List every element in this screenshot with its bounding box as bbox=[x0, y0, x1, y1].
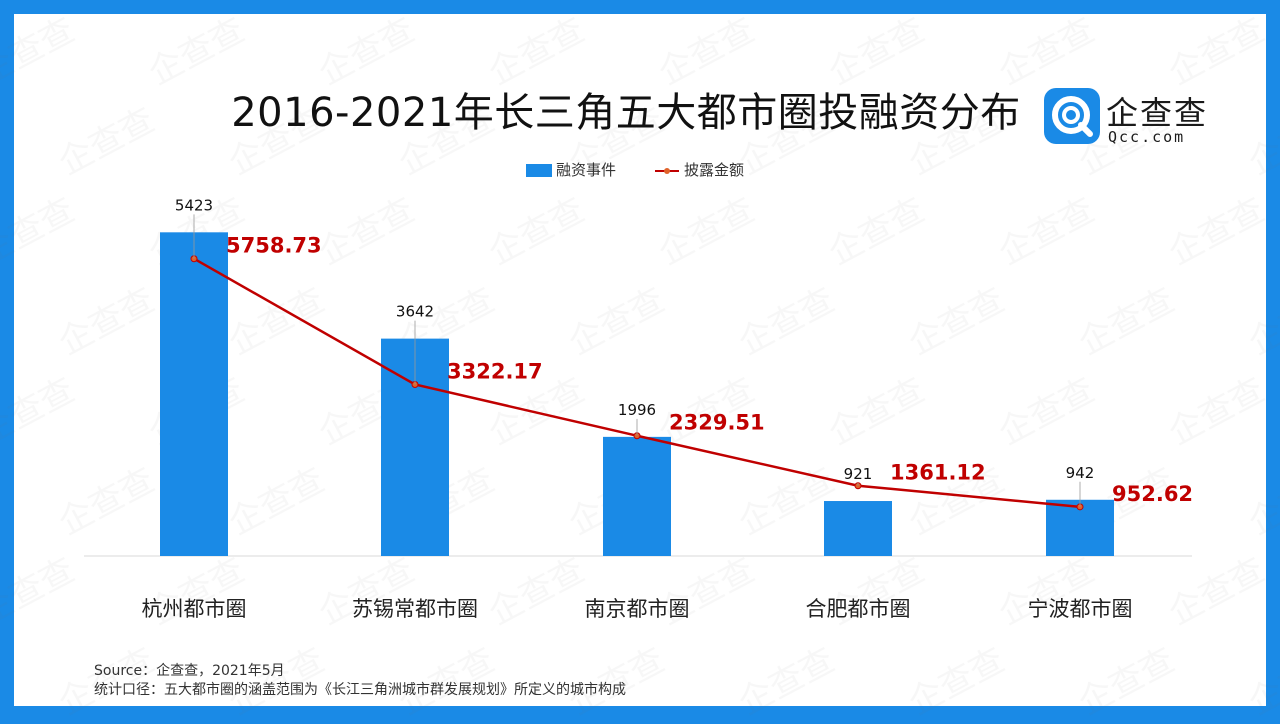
method-note: 统计口径：五大都市圈的涵盖范围为《长江三角洲城市群发展规划》所定义的城市构成 bbox=[94, 682, 626, 698]
category-label-3: 合肥都市圈 bbox=[806, 597, 911, 621]
source-text: Source：企查查，2021年5月 bbox=[94, 663, 285, 679]
bar-value-label-2: 1996 bbox=[618, 401, 656, 419]
category-label-0: 杭州都市圈 bbox=[142, 597, 247, 621]
line-value-label-1: 3322.17 bbox=[447, 360, 543, 384]
category-label-2: 南京都市圈 bbox=[585, 597, 690, 621]
qcc-logo-icon bbox=[1044, 88, 1100, 144]
bar-value-label-4: 942 bbox=[1066, 464, 1095, 482]
legend-swatch-bar bbox=[526, 164, 552, 177]
category-label-4: 宁波都市圈 bbox=[1028, 597, 1133, 621]
chart-plot: 5423 3642 1996 921 942 5758.73 3322.17 2329.51 1… bbox=[84, 196, 1193, 621]
legend-label-bar: 融资事件 bbox=[556, 161, 617, 179]
bar-value-label-3: 921 bbox=[844, 465, 873, 483]
bar-2 bbox=[603, 436, 671, 556]
logo-text-en: Qcc.com bbox=[1108, 128, 1186, 146]
legend-swatch-line bbox=[655, 167, 679, 174]
chart-frame: 企查查 企查查 企查查 企查查 企查查 企查查 企查查 企查查 企查查 企查查 企查查 企查查 企查查企… bbox=[0, 10, 1280, 723]
line-value-label-0: 5758.73 bbox=[226, 234, 322, 258]
source-notes: Source：企查查，2021年5月 统计口径：五大都市圈的涵盖范围为《长江三角… bbox=[94, 662, 626, 700]
line-value-label-2: 2329.51 bbox=[669, 411, 765, 435]
line-value-label-3: 1361.12 bbox=[890, 461, 986, 485]
qcc-logo: 企查查 Qcc.com bbox=[1044, 76, 1234, 146]
category-label-1: 苏锡常都市圈 bbox=[352, 597, 478, 621]
line-value-label-4: 952.62 bbox=[1112, 482, 1193, 506]
chart-title: 2016-2021年长三角五大都市圈投融资分布 bbox=[231, 90, 1021, 136]
bar-0 bbox=[160, 232, 228, 556]
bar-3 bbox=[824, 501, 892, 556]
chart-legend: 融资事件 披露金额 bbox=[14, 160, 1266, 180]
bar-value-label-1: 3642 bbox=[396, 303, 434, 321]
legend-label-line: 披露金额 bbox=[684, 161, 745, 179]
logo-text-cn: 企查查 bbox=[1106, 94, 1209, 132]
legend-item-line: 披露金额 bbox=[654, 160, 744, 180]
legend-item-bar: 融资事件 bbox=[526, 160, 616, 180]
bar-value-label-0: 5423 bbox=[175, 196, 213, 214]
